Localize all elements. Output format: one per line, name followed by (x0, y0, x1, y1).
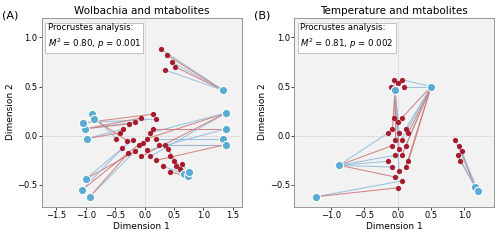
Title: Temperature and mtabolites: Temperature and mtabolites (320, 5, 468, 16)
Text: Procrustes analysis:
$M^2$ = 0.81, $p$ = 0.002: Procrustes analysis: $M^2$ = 0.81, $p$ =… (300, 23, 394, 51)
X-axis label: Dimension 1: Dimension 1 (114, 223, 170, 232)
Y-axis label: Dimension 2: Dimension 2 (258, 84, 268, 141)
Text: Procrustes analysis:
$M^2$ = 0.80, $p$ = 0.001: Procrustes analysis: $M^2$ = 0.80, $p$ =… (48, 23, 141, 51)
Text: (A): (A) (2, 10, 18, 20)
X-axis label: Dimension 1: Dimension 1 (366, 223, 423, 232)
Title: Wolbachia and mtabolites: Wolbachia and mtabolites (74, 5, 210, 16)
Y-axis label: Dimension 2: Dimension 2 (6, 84, 15, 141)
Text: (B): (B) (254, 10, 271, 20)
